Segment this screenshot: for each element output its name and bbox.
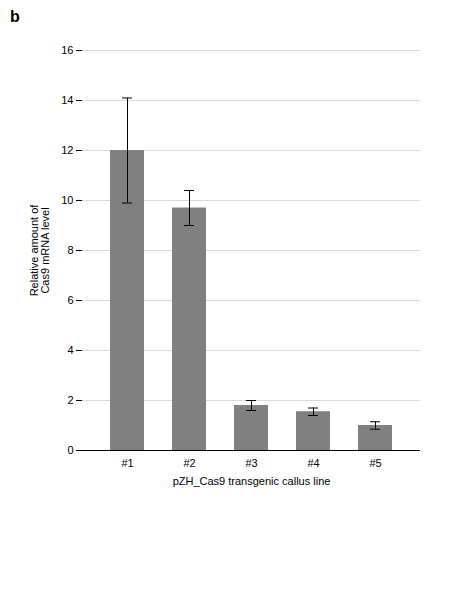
svg-text:#4: #4 <box>307 457 319 469</box>
svg-text:#2: #2 <box>183 457 195 469</box>
svg-text:0: 0 <box>67 444 73 456</box>
svg-text:14: 14 <box>61 94 73 106</box>
svg-text:16: 16 <box>61 44 73 56</box>
svg-text:#1: #1 <box>121 457 133 469</box>
svg-text:pZH_Cas9 transgenic callus lin: pZH_Cas9 transgenic callus line <box>173 475 331 487</box>
svg-text:Relative amount ofCas9 mRNA le: Relative amount ofCas9 mRNA level <box>28 204 51 297</box>
svg-text:10: 10 <box>61 194 73 206</box>
svg-text:#5: #5 <box>369 457 381 469</box>
svg-text:4: 4 <box>67 344 73 356</box>
svg-text:8: 8 <box>67 244 73 256</box>
svg-text:#3: #3 <box>245 457 257 469</box>
svg-text:2: 2 <box>67 394 73 406</box>
svg-text:6: 6 <box>67 294 73 306</box>
svg-text:12: 12 <box>61 144 73 156</box>
html-text:b: b <box>10 8 20 25</box>
